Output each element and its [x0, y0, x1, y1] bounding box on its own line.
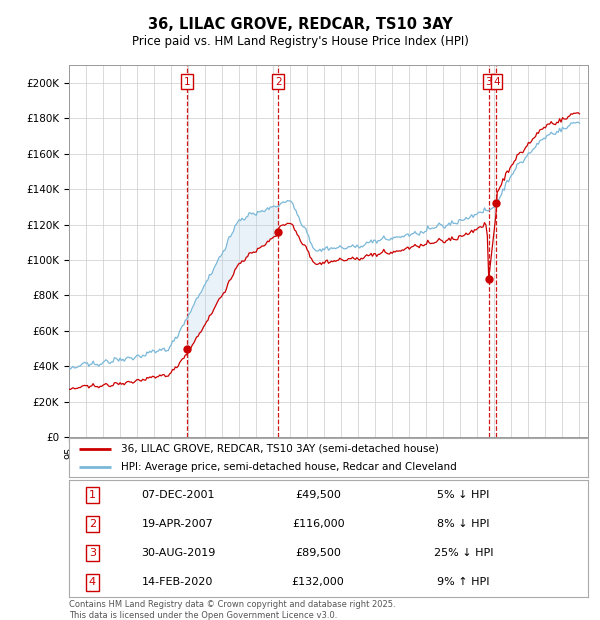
Text: 2: 2: [275, 77, 281, 87]
Text: Price paid vs. HM Land Registry's House Price Index (HPI): Price paid vs. HM Land Registry's House …: [131, 35, 469, 48]
Text: 4: 4: [89, 577, 96, 588]
Text: 14-FEB-2020: 14-FEB-2020: [142, 577, 214, 588]
Text: HPI: Average price, semi-detached house, Redcar and Cleveland: HPI: Average price, semi-detached house,…: [121, 462, 457, 472]
Text: 25% ↓ HPI: 25% ↓ HPI: [434, 548, 493, 559]
Text: 07-DEC-2001: 07-DEC-2001: [141, 490, 215, 500]
Text: £116,000: £116,000: [292, 519, 344, 529]
Text: £132,000: £132,000: [292, 577, 344, 588]
Text: Contains HM Land Registry data © Crown copyright and database right 2025.
This d: Contains HM Land Registry data © Crown c…: [69, 600, 395, 619]
Text: 36, LILAC GROVE, REDCAR, TS10 3AY: 36, LILAC GROVE, REDCAR, TS10 3AY: [148, 17, 452, 32]
Text: £89,500: £89,500: [295, 548, 341, 559]
Text: 8% ↓ HPI: 8% ↓ HPI: [437, 519, 490, 529]
Text: 5% ↓ HPI: 5% ↓ HPI: [437, 490, 490, 500]
Text: 1: 1: [89, 490, 96, 500]
Text: 1: 1: [184, 77, 190, 87]
Text: 19-APR-2007: 19-APR-2007: [142, 519, 214, 529]
Text: £49,500: £49,500: [295, 490, 341, 500]
Text: 4: 4: [493, 77, 500, 87]
Text: 3: 3: [89, 548, 96, 559]
Text: 3: 3: [485, 77, 492, 87]
Text: 9% ↑ HPI: 9% ↑ HPI: [437, 577, 490, 588]
Text: 30-AUG-2019: 30-AUG-2019: [141, 548, 215, 559]
Text: 36, LILAC GROVE, REDCAR, TS10 3AY (semi-detached house): 36, LILAC GROVE, REDCAR, TS10 3AY (semi-…: [121, 444, 439, 454]
Text: 2: 2: [89, 519, 96, 529]
